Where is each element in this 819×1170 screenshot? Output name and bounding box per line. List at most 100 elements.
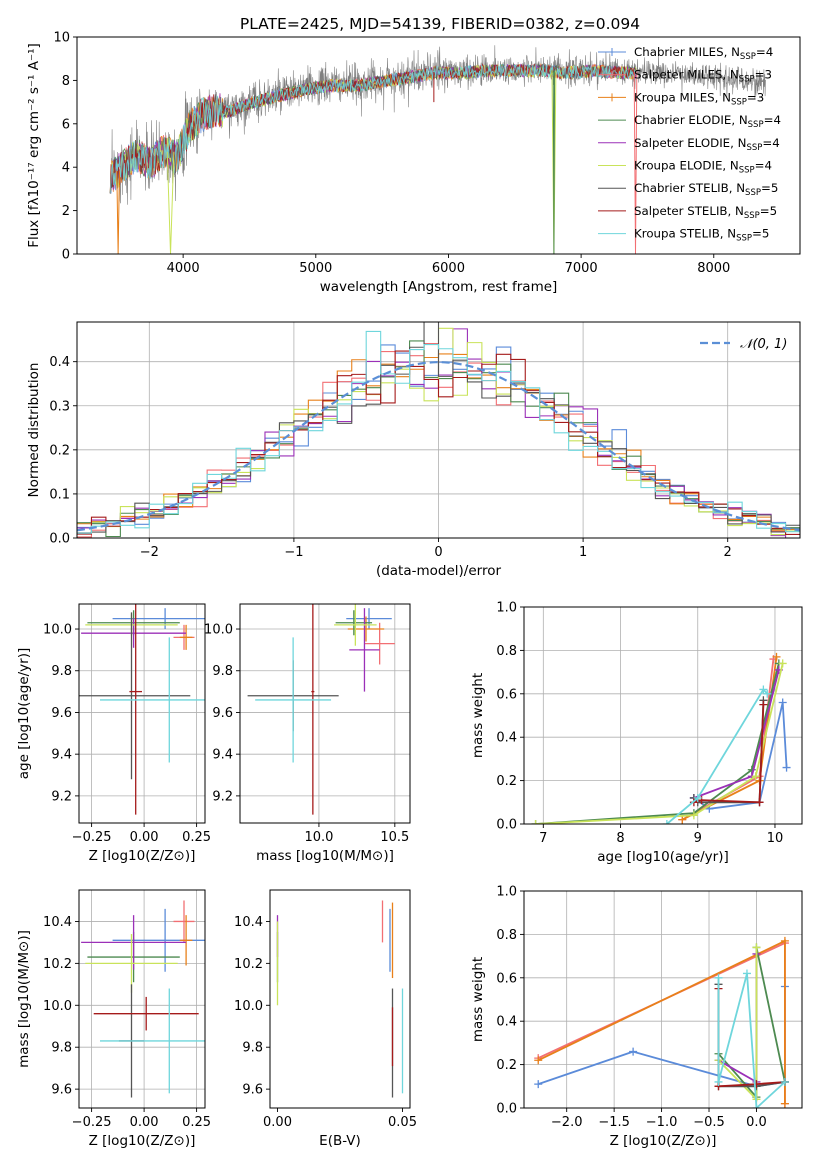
y-tick-label: 9.6 [212, 706, 233, 721]
data-point-marker [780, 1099, 789, 1108]
legend-label-text: Chabrier MILES, N [634, 45, 740, 59]
y-tick-label: 6 [62, 117, 70, 132]
legend-label-text: Salpeter ELODIE, N [634, 136, 746, 150]
x-tick-label: 0 [434, 545, 442, 560]
plot-content [81, 900, 205, 1098]
x-tick-label: −1.5 [598, 1115, 630, 1130]
data-point-marker [714, 973, 723, 982]
axes-decoration: −0.25 0.00 0.25 9.2 9.4 9.6 9.8 10.0 Z [log10(Z/… [16, 603, 211, 864]
legend-label: Salpeter MILES, NSSP=3 [634, 68, 772, 85]
plot-content [109, 45, 766, 254]
x-tick-label: 7 [539, 831, 547, 846]
axes-decoration: −2 −1 0 1 2 0.0 0.1 0.2 0.3 0.4 (data-model)/error… [26, 321, 801, 579]
x-tick-label: 1 [579, 545, 587, 560]
legend-label: Chabrier STELIB, NSSP=5 [634, 181, 778, 198]
y-tick-label: 10.0 [43, 999, 72, 1014]
legend-label-text: Chabrier ELODIE, N [634, 113, 748, 127]
spectrum-dip [552, 70, 556, 254]
x-tick-label: 6000 [432, 261, 465, 276]
axes-frame [239, 603, 411, 824]
data-point-marker [662, 820, 671, 824]
x-tick-label: 0.00 [130, 830, 159, 845]
data-point-marker [689, 811, 698, 820]
y-tick-label: 10.0 [43, 623, 72, 638]
x-axis-label: wavelength [Angstrom, rest frame] [320, 279, 558, 295]
x-tick-label: 4000 [167, 261, 200, 276]
legend-label: Kroupa STELIB, NSSP=5 [634, 227, 769, 244]
x-tick-label: 0.25 [182, 1115, 211, 1130]
y-tick-label: 9.8 [51, 1041, 72, 1056]
residuals-legend: 𝒩(0, 1) [700, 337, 787, 352]
x-tick-label: 0.00 [263, 1115, 292, 1130]
x-tick-label: −1 [284, 545, 303, 560]
data-point-marker [742, 969, 751, 978]
plot-content [531, 652, 791, 824]
y-tick-label: 9.8 [212, 664, 233, 679]
legend-label-text: Salpeter MILES, N [634, 68, 739, 82]
legend-label-text: Kroupa ELODIE, N [634, 159, 739, 173]
y-tick-label: 0.1 [49, 487, 70, 502]
x-axis-label: (data-model)/error [376, 563, 502, 579]
legend-label-sub: SSP [745, 188, 761, 198]
model-spectrum-kroupa-stelib [109, 64, 637, 194]
y-tick-label: 0.0 [496, 1102, 517, 1117]
legend-label-sub: SSP [744, 211, 760, 221]
y-tick-label: 0.6 [496, 971, 517, 986]
spectrum-dip [116, 171, 120, 254]
x-tick-label: 7000 [565, 261, 598, 276]
spectrum-panel: 4000 5000 6000 7000 8000 0 2 4 6 8 10 wavelength [A… [26, 31, 801, 295]
legend-label-sub: SSP [731, 97, 747, 107]
x-tick-label: 0.00 [130, 1115, 159, 1130]
x-tick-label: −1.0 [646, 1115, 678, 1130]
legend-label-value: =5 [761, 181, 778, 195]
spectrum-dip [633, 71, 638, 254]
y-tick-label: 0.4 [496, 1015, 517, 1030]
legend-label: Kroupa MILES, NSSP=3 [634, 90, 764, 107]
y-tick-label: 8 [62, 74, 70, 89]
x-tick-label: −2 [140, 545, 159, 560]
y-tick-label: 9.4 [212, 748, 233, 763]
plot-content [79, 604, 205, 815]
spectrum-dip [551, 70, 557, 254]
y-tick-label: 10.4 [234, 915, 263, 930]
x-tick-label: 2 [724, 545, 732, 560]
legend-label: Salpeter ELODIE, NSSP=4 [634, 136, 780, 153]
x-tick-label: 0.25 [182, 830, 211, 845]
x-axis-label: mass [log10(M/M⊙)] [256, 848, 394, 864]
axes-decoration: −0.25 0.00 0.25 9.6 9.8 10.0 10.2 10.4 Z [log10(… [16, 889, 211, 1149]
y-axis-label: mass weight [470, 673, 486, 758]
plot-content [534, 936, 789, 1108]
x-tick-label: −0.5 [693, 1115, 725, 1130]
y-tick-label: 0 [62, 248, 70, 263]
legend-label-value: =4 [764, 113, 781, 127]
y-tick-label: 0.6 [496, 687, 517, 702]
data-point-marker [534, 1080, 543, 1089]
series-line [535, 663, 784, 824]
age-vs-mass-panel: 10.0 10.5 9.2 9.4 9.6 9.8 10.0 mass [log10(M/M⊙… [204, 603, 411, 864]
axes-frame [523, 606, 803, 825]
data-point-marker [778, 659, 787, 668]
x-tick-label: 10 [767, 831, 784, 846]
y-tick-label: 0.2 [496, 774, 517, 789]
plot-content [276, 900, 404, 1098]
y-tick-label: 0.0 [49, 532, 70, 547]
y-tick-label: 9.4 [51, 748, 72, 763]
x-tick-label: −2.0 [551, 1115, 583, 1130]
y-tick-label: 0.2 [49, 443, 70, 458]
y-tick-label: 9.6 [242, 1083, 263, 1098]
x-tick-label: 8000 [697, 261, 730, 276]
x-tick-label: 10.0 [304, 830, 333, 845]
histogram-kroupa-stelib [77, 330, 800, 534]
x-tick-label: 0.05 [388, 1115, 417, 1130]
y-tick-label: 9.2 [212, 789, 233, 804]
data-point-marker [534, 1056, 543, 1065]
legend-label-text: Salpeter STELIB, N [634, 204, 744, 218]
y-tick-label: 0.4 [49, 355, 70, 370]
y-tick-label: 10.2 [234, 957, 263, 972]
spectrum-dip [166, 151, 175, 254]
legend-label-sub: SSP [739, 75, 755, 85]
y-tick-label: 10.0 [204, 623, 233, 638]
data-point-marker [759, 700, 768, 709]
series-line [535, 663, 780, 824]
